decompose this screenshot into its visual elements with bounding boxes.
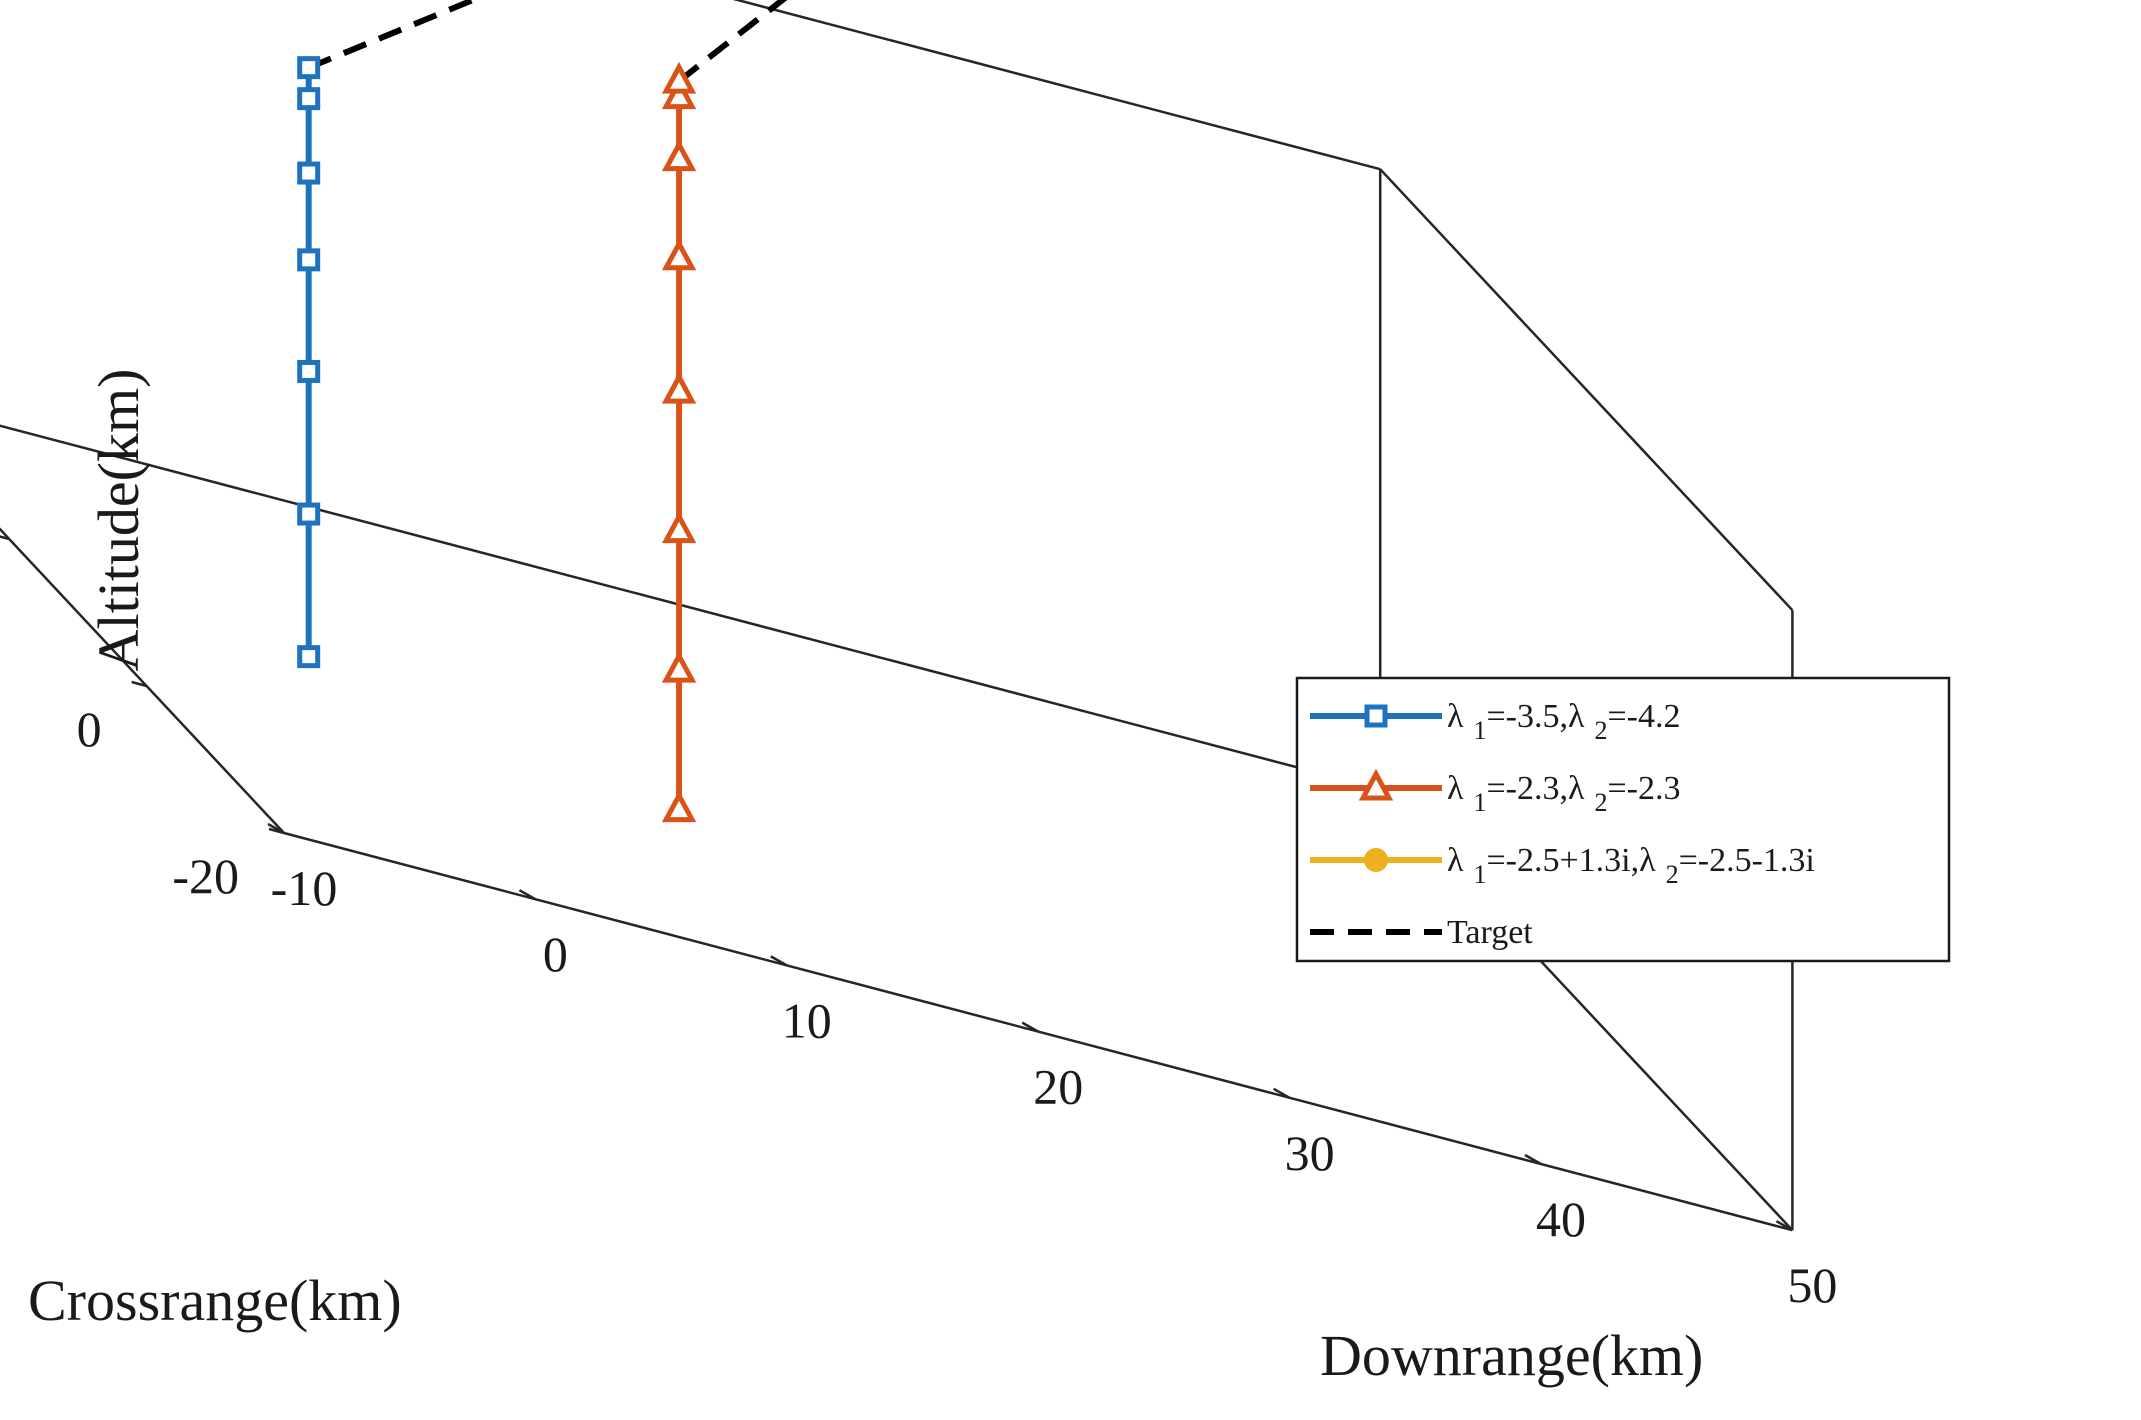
triangle-marker	[661, 650, 697, 683]
x-tick-mark	[1775, 1220, 1794, 1232]
triangle-marker	[661, 61, 697, 94]
axis-edge	[0, 424, 1381, 791]
x-tick-mark	[1021, 1021, 1039, 1033]
square-marker	[297, 248, 321, 272]
circle-marker	[1364, 848, 1388, 872]
legend-text-part: 1	[1474, 716, 1487, 745]
x-tick-mark	[1524, 1153, 1542, 1166]
legend-label: λ 1=-2.5+1.3i,λ 2=-2.5-1.3i	[1447, 842, 1815, 889]
series-triangle	[661, 0, 788, 823]
target-dashed-line	[307, 0, 481, 71]
legend-text-part: λ	[1447, 698, 1464, 735]
axis-edge	[1379, 168, 1794, 612]
triangle-marker	[661, 371, 697, 404]
legend-text-part: 1	[1474, 860, 1487, 889]
triangle-marker	[661, 790, 697, 823]
series-square	[297, 0, 481, 669]
x-tick-mark	[1272, 1087, 1291, 1099]
legend-text-part: 2	[1594, 716, 1607, 745]
x-tick-mark	[267, 822, 285, 835]
square-marker	[297, 87, 321, 111]
legend-text-part: =-2.3,λ	[1487, 770, 1585, 807]
y-axis-label: Crossrange(km)	[28, 1268, 402, 1333]
x-tick-label: 10	[782, 992, 832, 1048]
triangle-marker	[661, 238, 697, 271]
legend-text-part: λ	[1447, 842, 1464, 879]
y-tick-mark	[131, 680, 147, 688]
square-marker	[297, 645, 321, 669]
axis-edge	[732, 0, 1381, 171]
square-marker	[297, 359, 321, 383]
legend-text-part: =-2.5-1.3i	[1679, 842, 1815, 879]
legend-item: λ 1=-3.5,λ 2=-4.2	[1310, 698, 1680, 745]
legend-text-part: =-4.2	[1607, 698, 1680, 735]
legend-text-part: =-3.5,λ	[1487, 698, 1585, 735]
series-circle	[0, 0, 1124, 521]
legend-item: λ 1=-2.3,λ 2=-2.3	[1310, 768, 1680, 817]
y-tick-label: 0	[77, 701, 102, 757]
square-marker	[297, 56, 321, 80]
x-tick-label: 40	[1536, 1191, 1586, 1247]
legend-text-part: =-2.3	[1607, 770, 1680, 807]
square-marker	[1364, 704, 1388, 728]
axis-edge	[0, 527, 285, 834]
legend-label: Target	[1447, 914, 1533, 951]
x-tick-mark	[770, 955, 788, 967]
axes-box	[0, 0, 1794, 1232]
square-marker	[297, 161, 321, 185]
legend-text-part: 1	[1474, 788, 1487, 817]
target-dashed-line	[677, 0, 788, 84]
y-tick-mark	[0, 535, 10, 541]
x-tick-label: -10	[271, 860, 338, 916]
triangle-marker	[661, 77, 697, 110]
z-axis-label: Altitude(km)	[86, 369, 151, 672]
x-tick-mark	[518, 889, 537, 901]
legend-label: λ 1=-2.3,λ 2=-2.3	[1447, 770, 1680, 817]
legend-text-part: 2	[1594, 788, 1607, 817]
data-series	[0, 0, 1124, 823]
legend-box	[1295, 676, 1951, 963]
square-marker	[297, 502, 321, 526]
legend-item: λ 1=-2.5+1.3i,λ 2=-2.5-1.3i	[1310, 842, 1815, 889]
x-tick-label: 30	[1285, 1125, 1335, 1181]
x-tick-label: 20	[1033, 1059, 1083, 1115]
legend-item: Target	[1310, 914, 1533, 951]
x-tick-label: 0	[543, 926, 568, 982]
legend: λ 1=-3.5,λ 2=-4.2λ 1=-2.3,λ 2=-2.3λ 1=-2.5+1.…	[1295, 676, 1951, 963]
triangle-marker	[661, 139, 697, 172]
legend-text-part: 2	[1666, 860, 1679, 889]
x-axis-label: Downrange(km)	[1320, 1323, 1703, 1388]
legend-text-part: =-2.5+1.3i,λ	[1487, 842, 1657, 879]
x-tick-label: 50	[1787, 1257, 1837, 1313]
legend-text-part: λ	[1447, 770, 1464, 807]
legend-label: λ 1=-3.5,λ 2=-4.2	[1447, 698, 1680, 745]
y-tick-label: -20	[172, 848, 239, 904]
triangle-marker	[661, 511, 697, 544]
triangle-marker	[1358, 768, 1394, 801]
